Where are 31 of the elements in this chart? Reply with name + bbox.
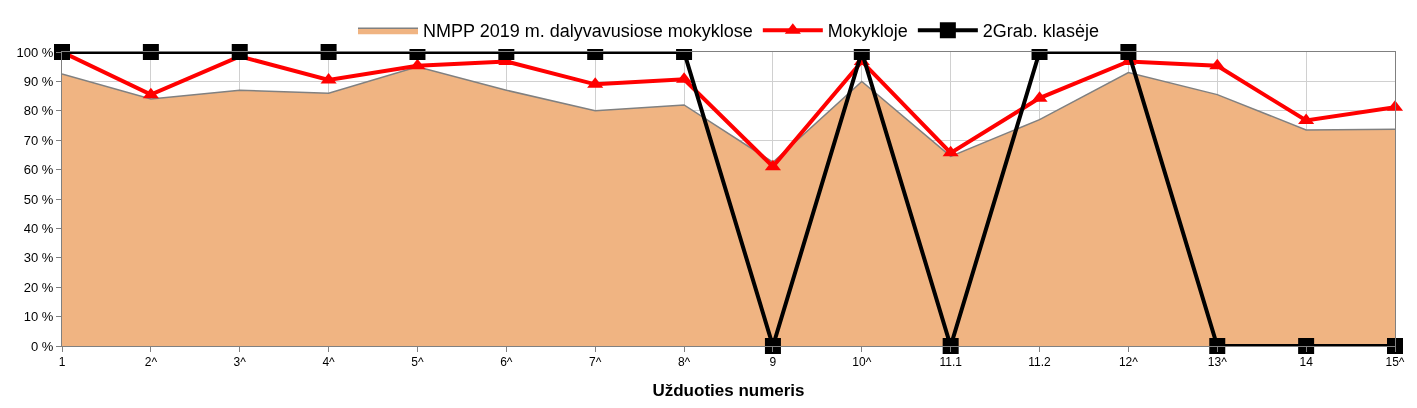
x-tick-label: 11.2 [1028, 355, 1052, 370]
x-tick-label: 10^ [852, 355, 872, 370]
legend-label: NMPP 2019 m. dalyvavusiose mokyklose [423, 21, 753, 42]
x-tick-label: 1 [58, 355, 66, 370]
x-tick-label: 13^ [1207, 355, 1228, 370]
x-tick-label: 4^ [322, 355, 336, 370]
x-tick-label: 9 [769, 355, 777, 370]
y-tick-label: 70 % [23, 132, 54, 148]
y-tick-label: 80 % [23, 103, 54, 119]
x-tick-label: 5^ [411, 355, 424, 370]
y-tick-label: 0 % [30, 338, 54, 354]
y-tick-label: 90 % [23, 73, 54, 89]
y-tick-label: 20 % [23, 279, 54, 295]
x-tick-label: 14 [1299, 355, 1314, 370]
x-tick-label: 11.1 [939, 355, 963, 370]
legend-label: 2Grab. klasėje [982, 21, 1099, 42]
x-tick-label: 12^ [1118, 355, 1139, 370]
y-tick-label: 60 % [23, 162, 54, 178]
x-axis-title: Užduoties numeris [652, 380, 805, 400]
x-tick-label: 15^ [1385, 355, 1405, 370]
y-tick-label: 50 % [23, 191, 54, 207]
x-tick-label: 7^ [589, 355, 602, 370]
x-tick-label: 3^ [233, 355, 247, 370]
legend-label: Mokykloje [827, 21, 908, 42]
x-tick-label: 2^ [144, 355, 158, 370]
y-tick-label: 30 % [23, 250, 54, 266]
x-tick-label: 8^ [677, 355, 691, 370]
y-tick-label: 40 % [23, 220, 54, 236]
y-tick-label: 10 % [23, 309, 54, 325]
y-tick-label: 100 % [16, 44, 54, 60]
x-tick-label: 6^ [500, 355, 513, 370]
